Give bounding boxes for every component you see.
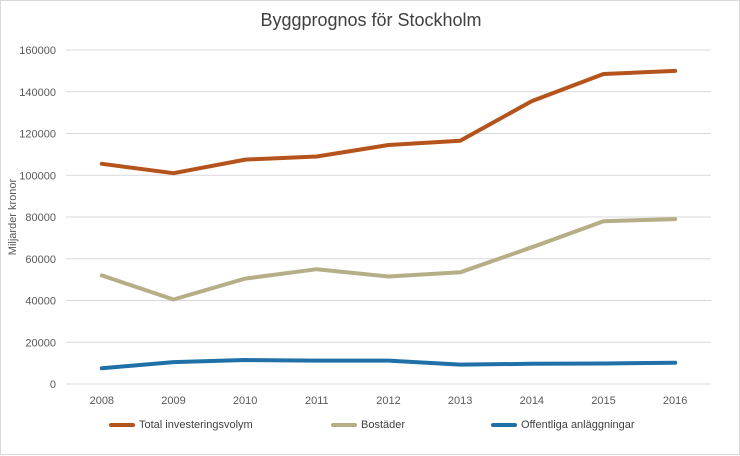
x-tick-label: 2013 [448,395,472,407]
x-tick-label: 2016 [663,395,687,407]
legend-swatch-offentliga [491,423,517,427]
legend-label-offentliga: Offentliga anläggningar [521,419,635,431]
y-tick-label: 120000 [19,129,56,141]
y-tick-label: 20000 [25,337,56,349]
x-tick-label: 2011 [305,395,329,407]
x-tick-label: 2009 [161,395,185,407]
series-line-total [99,68,678,176]
series-line-bostader [99,217,678,302]
y-tick-label: 60000 [25,254,56,266]
chart-title: Byggprognos för Stockholm [260,10,482,30]
legend-label-bostader: Bostäder [361,419,406,431]
legend-label-total: Total investeringsvolym [139,419,253,431]
x-tick-label: 2014 [520,395,544,407]
y-tick-label: 140000 [19,87,56,99]
legend-item-offentliga: Offentliga anläggningar [491,419,635,431]
x-tick-label: 2010 [233,395,257,407]
y-tick-label: 80000 [25,212,56,224]
legend-swatch-bostader [331,423,357,427]
x-tick-label: 2012 [376,395,400,407]
y-tick-label: 160000 [19,45,56,57]
legend-swatch-total [109,423,135,427]
x-tick-label: 2015 [591,395,615,407]
legend-item-bostader: Bostäder [331,419,405,431]
series-line-offentliga [99,358,678,371]
y-tick-label: 0 [50,379,56,391]
y-tick-label: 100000 [19,170,56,182]
chart-legend: Total investeringsvolym Bostäder Offentl… [1,419,740,435]
y-axis-label: Miljarder kronor [7,178,19,255]
x-tick-label: 2008 [90,395,114,407]
legend-item-total: Total investeringsvolym [109,419,253,431]
y-tick-label: 40000 [25,296,56,308]
